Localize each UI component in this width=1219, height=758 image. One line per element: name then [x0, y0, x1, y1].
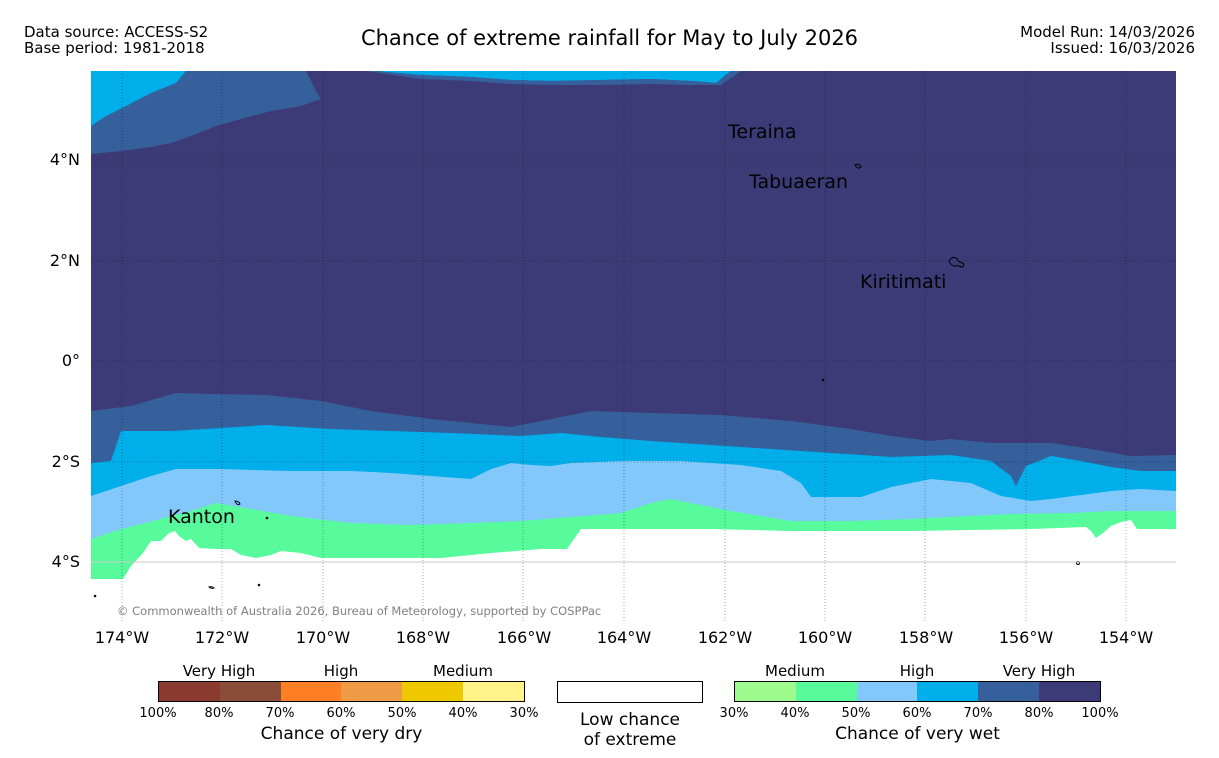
low-chance-label: Low chance of extreme	[557, 710, 703, 750]
wet-group-very-high: Very High	[1002, 662, 1076, 680]
wet-tick-60: 60%	[902, 706, 932, 721]
dry-colorbar	[158, 681, 525, 702]
dry-swatch-50	[402, 682, 464, 701]
dry-swatch-70	[280, 682, 342, 701]
dry-swatch-80	[219, 682, 281, 701]
dry-swatch-40	[463, 682, 524, 701]
zone-high-wet-80-north-fringe	[366, 71, 741, 85]
island-outlines	[93, 163, 1080, 598]
wet-group-medium: Medium	[765, 662, 825, 680]
wet-tick-70: 70%	[963, 706, 993, 721]
wet-swatch-50	[856, 682, 918, 701]
low-chance-swatch	[557, 681, 703, 703]
lon-label-166w: 166°W	[496, 628, 552, 647]
dry-tick-30: 30%	[509, 706, 539, 721]
place-label-kiritimati: Kiritimati	[860, 271, 947, 293]
wet-swatch-30	[735, 682, 796, 701]
zone-high-wet-60-north	[376, 71, 731, 83]
place-label-kanton: Kanton	[168, 506, 235, 528]
lon-label-172w: 172°W	[194, 628, 250, 647]
lon-label-156w: 156°W	[998, 628, 1054, 647]
wet-tick-40: 40%	[780, 706, 810, 721]
header-right: Model Run: 14/03/2026 Issued: 16/03/2026	[1020, 24, 1195, 56]
wet-swatch-70	[978, 682, 1040, 701]
base-period-text: Base period: 1981-2018	[24, 39, 205, 57]
copyright-notice: © Commonwealth of Australia 2026, Bureau…	[117, 604, 602, 618]
wet-colorbar	[734, 681, 1101, 702]
dry-tick-100: 100%	[139, 706, 177, 721]
place-label-tabuaeran: Tabuaeran	[749, 171, 849, 193]
lat-label-2s: 2°S	[51, 452, 80, 471]
dry-tick-80: 80%	[204, 706, 234, 721]
issued-text: Issued: 16/03/2026	[1050, 39, 1195, 57]
low-chance-line2: of extreme	[583, 730, 677, 750]
lon-label-154w: 154°W	[1098, 628, 1154, 647]
wet-legend-title: Chance of very wet	[835, 724, 1000, 744]
dry-tick-50: 50%	[387, 706, 417, 721]
data-source-text: Data source: ACCESS-S2	[24, 23, 209, 41]
dry-legend-title: Chance of very dry	[260, 724, 423, 744]
dry-tick-70: 70%	[265, 706, 295, 721]
lon-label-174w: 174°W	[94, 628, 150, 647]
lon-label-170w: 170°W	[295, 628, 351, 647]
wet-tick-80: 80%	[1024, 706, 1054, 721]
map-title: Chance of extreme rainfall for May to Ju…	[360, 26, 859, 50]
wet-tick-50: 50%	[841, 706, 871, 721]
place-label-teraina: Teraina	[728, 121, 797, 143]
dry-swatch-60	[341, 682, 403, 701]
dry-group-high: High	[323, 662, 359, 680]
model-run-text: Model Run: 14/03/2026	[1020, 23, 1195, 41]
wet-swatch-80	[1039, 682, 1100, 701]
wet-group-high: High	[899, 662, 935, 680]
lon-label-164w: 164°W	[596, 628, 652, 647]
lat-label-4s: 4°S	[51, 552, 80, 571]
lon-label-158w: 158°W	[898, 628, 954, 647]
zone-low-chance	[91, 520, 1176, 621]
dry-tick-60: 60%	[326, 706, 356, 721]
low-chance-line1: Low chance	[580, 710, 680, 730]
rainfall-map	[91, 71, 1176, 621]
header-left: Data source: ACCESS-S2 Base period: 1981…	[24, 24, 208, 56]
wet-tick-30: 30%	[719, 706, 749, 721]
dry-group-very-high: Very High	[182, 662, 256, 680]
lon-label-168w: 168°W	[395, 628, 451, 647]
wet-swatch-40	[795, 682, 857, 701]
wet-swatch-60	[917, 682, 979, 701]
zone-high-wet-60-northwest	[91, 71, 186, 126]
dry-swatch-100	[159, 682, 220, 701]
lon-label-162w: 162°W	[697, 628, 753, 647]
lon-label-160w: 160°W	[797, 628, 853, 647]
wet-tick-100: 100%	[1081, 706, 1119, 721]
dry-tick-40: 40%	[448, 706, 478, 721]
lat-label-4n: 4°N	[49, 150, 80, 169]
dry-group-medium: Medium	[433, 662, 493, 680]
lat-label-0: 0°	[61, 351, 80, 370]
lat-label-2n: 2°N	[49, 251, 80, 270]
